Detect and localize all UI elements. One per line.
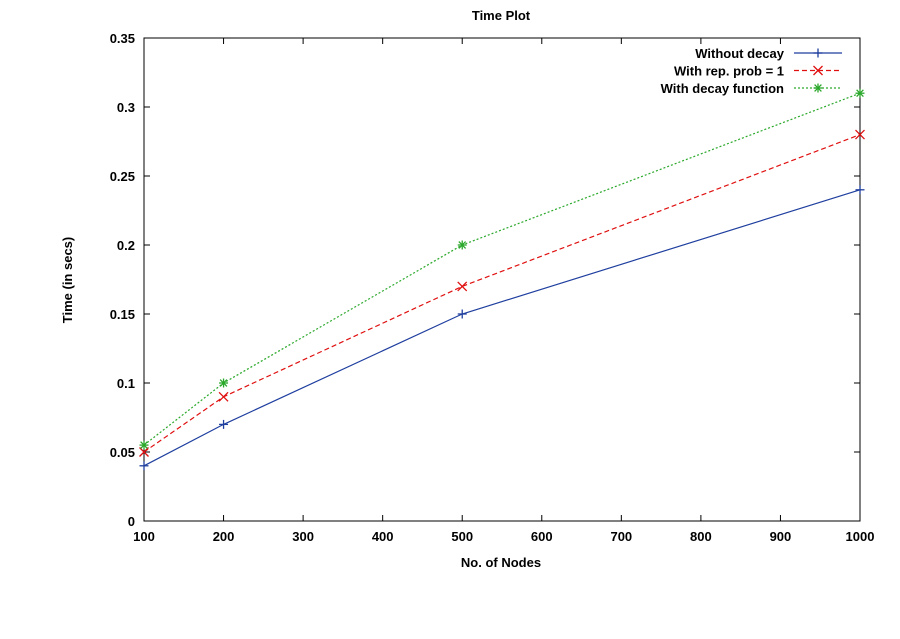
data-point-marker <box>855 129 865 140</box>
data-point-marker <box>855 88 865 98</box>
x-tick-label: 900 <box>770 529 792 544</box>
x-tick-label: 200 <box>213 529 235 544</box>
data-point-marker <box>855 185 865 195</box>
series-line <box>143 189 861 467</box>
y-tick-label: 0.2 <box>117 238 135 253</box>
series-2 <box>139 88 865 450</box>
data-point-marker <box>813 83 823 93</box>
data-point-marker <box>219 378 229 388</box>
legend-label: Without decay <box>695 46 784 61</box>
x-tick-label: 800 <box>690 529 712 544</box>
chart-title: Time Plot <box>472 8 531 23</box>
y-tick-label: 0.3 <box>117 100 135 115</box>
legend-label: With rep. prob = 1 <box>674 64 784 79</box>
x-tick-label: 500 <box>451 529 473 544</box>
data-point-marker <box>139 447 149 457</box>
data-point-marker <box>218 391 229 402</box>
x-tick-label: 600 <box>531 529 553 544</box>
y-tick-label: 0.1 <box>117 376 135 391</box>
y-tick-label: 0.25 <box>110 169 135 184</box>
legend-item: With rep. prob = 1 <box>674 64 842 79</box>
series-line <box>143 134 861 453</box>
y-tick-label: 0.35 <box>110 31 135 46</box>
data-point-marker <box>813 65 823 76</box>
data-point-marker <box>457 240 467 250</box>
legend-label: With decay function <box>661 81 784 96</box>
legend-item: With decay function <box>661 81 842 96</box>
x-tick-label: 1000 <box>846 529 875 544</box>
data-point-marker <box>813 48 823 58</box>
data-point-marker <box>139 440 149 450</box>
x-axis-label: No. of Nodes <box>461 555 541 570</box>
legend: Without decay With rep. prob = 1 With deca… <box>661 46 842 96</box>
y-axis-label: Time (in secs) <box>60 237 75 323</box>
data-point-marker <box>219 419 229 429</box>
series-layer <box>139 88 865 471</box>
series-line <box>143 92 861 446</box>
x-tick-label: 700 <box>610 529 632 544</box>
x-tick-label: 400 <box>372 529 394 544</box>
data-point-marker <box>139 461 149 471</box>
x-tick-label: 100 <box>133 529 155 544</box>
legend-item: Without decay <box>695 46 842 61</box>
y-tick-label: 0.05 <box>110 445 135 460</box>
y-tick-label: 0.15 <box>110 307 135 322</box>
y-tick-label: 0 <box>128 514 135 529</box>
x-tick-label: 300 <box>292 529 314 544</box>
ticks-layer: 100 200 300 400 500 600 700 800 900 1000 0 0.05 0.1 0… <box>110 31 875 544</box>
data-point-marker <box>457 281 468 292</box>
series-1 <box>139 129 865 457</box>
series-0 <box>139 185 865 471</box>
data-point-marker <box>457 309 467 319</box>
plot-frame <box>143 37 861 522</box>
